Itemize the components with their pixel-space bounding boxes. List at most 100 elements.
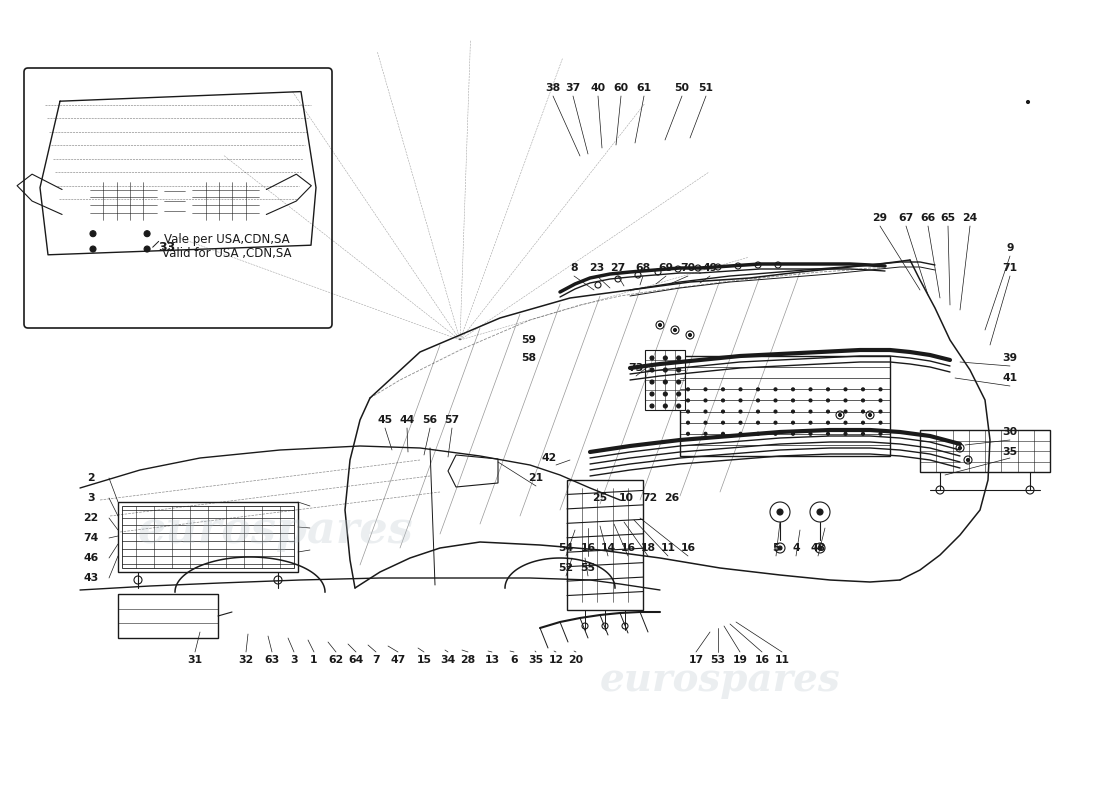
Text: 35: 35 <box>528 655 543 665</box>
Text: 32: 32 <box>239 655 254 665</box>
Circle shape <box>676 356 681 360</box>
Text: 57: 57 <box>444 415 460 425</box>
Text: 34: 34 <box>440 655 455 665</box>
Text: 42: 42 <box>541 453 557 463</box>
Circle shape <box>792 410 794 413</box>
Circle shape <box>826 432 829 435</box>
Text: 30: 30 <box>1002 427 1018 437</box>
Circle shape <box>774 421 777 424</box>
Circle shape <box>844 410 847 413</box>
Text: 63: 63 <box>264 655 279 665</box>
Circle shape <box>663 404 668 408</box>
Text: 14: 14 <box>601 543 616 553</box>
Circle shape <box>844 399 847 402</box>
Text: 26: 26 <box>664 493 680 503</box>
Text: 45: 45 <box>377 415 393 425</box>
Text: 16: 16 <box>620 543 636 553</box>
Text: 47: 47 <box>390 655 406 665</box>
Circle shape <box>861 410 865 413</box>
Text: 40: 40 <box>591 83 606 93</box>
Text: Vale per USA,CDN,SA: Vale per USA,CDN,SA <box>164 233 289 246</box>
Text: Valid for USA ,CDN,SA: Valid for USA ,CDN,SA <box>162 246 292 260</box>
Text: 66: 66 <box>921 213 936 223</box>
Text: 3: 3 <box>87 493 95 503</box>
Text: 11: 11 <box>774 655 790 665</box>
Circle shape <box>663 356 668 360</box>
Circle shape <box>676 392 681 396</box>
Bar <box>90 182 157 220</box>
Text: eurospares: eurospares <box>138 509 412 551</box>
Circle shape <box>808 432 812 435</box>
Bar <box>192 182 260 220</box>
Circle shape <box>879 399 882 402</box>
Text: 28: 28 <box>461 655 475 665</box>
Text: 2: 2 <box>87 473 95 483</box>
Text: 29: 29 <box>872 213 888 223</box>
Circle shape <box>144 230 150 237</box>
Bar <box>122 506 294 568</box>
Text: 46: 46 <box>84 553 99 563</box>
Circle shape <box>774 410 777 413</box>
Circle shape <box>774 399 777 402</box>
Text: 9: 9 <box>1006 243 1014 253</box>
Circle shape <box>686 432 690 435</box>
Circle shape <box>650 380 654 384</box>
Circle shape <box>808 388 812 391</box>
Circle shape <box>663 368 668 372</box>
Circle shape <box>650 404 654 408</box>
Circle shape <box>844 388 847 391</box>
Text: 61: 61 <box>637 83 651 93</box>
Text: 35: 35 <box>1002 447 1018 457</box>
Circle shape <box>818 546 822 550</box>
Text: 69: 69 <box>659 263 673 273</box>
Text: 41: 41 <box>1002 373 1018 383</box>
Text: 16: 16 <box>755 655 770 665</box>
Text: 64: 64 <box>349 655 364 665</box>
Bar <box>566 480 644 610</box>
Circle shape <box>967 458 969 462</box>
Text: 55: 55 <box>581 563 595 573</box>
Text: 13: 13 <box>484 655 499 665</box>
Circle shape <box>722 410 725 413</box>
Bar <box>645 350 685 410</box>
Circle shape <box>826 399 829 402</box>
Text: eurospares: eurospares <box>600 661 840 699</box>
Circle shape <box>90 246 96 252</box>
Circle shape <box>722 399 725 402</box>
Circle shape <box>792 388 794 391</box>
Text: 17: 17 <box>689 655 704 665</box>
Circle shape <box>676 380 681 384</box>
Text: 31: 31 <box>187 655 202 665</box>
Text: 16: 16 <box>581 543 595 553</box>
Circle shape <box>1026 101 1030 103</box>
Circle shape <box>879 410 882 413</box>
Text: 51: 51 <box>698 83 714 93</box>
Circle shape <box>879 388 882 391</box>
Circle shape <box>739 399 742 402</box>
Circle shape <box>650 368 654 372</box>
Text: 56: 56 <box>422 415 438 425</box>
Circle shape <box>861 399 865 402</box>
Text: 5: 5 <box>772 543 780 553</box>
Bar <box>118 594 218 638</box>
Circle shape <box>704 421 707 424</box>
Text: 39: 39 <box>1002 353 1018 363</box>
Circle shape <box>958 446 961 450</box>
Circle shape <box>144 246 150 252</box>
Text: 67: 67 <box>899 213 914 223</box>
Text: 49: 49 <box>703 263 717 273</box>
Circle shape <box>774 388 777 391</box>
Text: 43: 43 <box>84 573 99 583</box>
Text: 25: 25 <box>593 493 607 503</box>
Text: 23: 23 <box>590 263 605 273</box>
Text: 22: 22 <box>84 513 99 523</box>
Circle shape <box>686 399 690 402</box>
Circle shape <box>826 410 829 413</box>
Circle shape <box>704 388 707 391</box>
Text: 4: 4 <box>792 543 800 553</box>
Text: 12: 12 <box>549 655 563 665</box>
Circle shape <box>676 368 681 372</box>
Circle shape <box>722 388 725 391</box>
Text: 53: 53 <box>711 655 726 665</box>
Text: 8: 8 <box>570 263 578 273</box>
